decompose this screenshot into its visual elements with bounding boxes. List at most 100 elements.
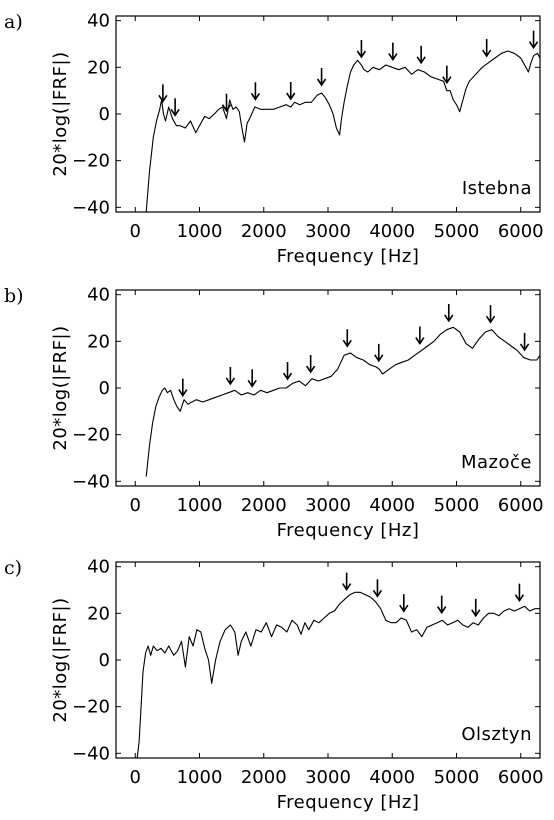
arrow-head [305, 365, 316, 374]
y-tick-label: −40 [72, 743, 110, 764]
y-axis-label: 20*log(|FRF|) [50, 325, 71, 450]
arrow-head [342, 339, 352, 348]
down-arrow-icon [374, 343, 384, 363]
chart-panel-2: b) 0 1000 2000 3000 4000 5000 6000 −40 −20 0 20 40 Fr… [4, 285, 544, 541]
arrow-head [437, 606, 447, 615]
chart-panel-3: c) 0 1000 2000 3000 4000 5000 6000 −40 −20 0 20 40 Fr… [4, 557, 544, 813]
x-tick-label: 3000 [305, 767, 351, 788]
site-label: Olsztyn [461, 724, 532, 745]
panel-letter: a) [4, 11, 23, 33]
x-axis-label: Frequency [Hz] [277, 520, 420, 541]
x-tick-label: 6000 [498, 495, 544, 516]
arrow-head [170, 108, 180, 117]
arrow-head [444, 314, 454, 323]
down-arrow-icon [250, 82, 261, 101]
x-tick-label: 3000 [305, 495, 351, 516]
x-tick-label: 5000 [434, 221, 480, 242]
down-arrow-icon [372, 579, 383, 598]
down-arrow-icon [416, 45, 426, 65]
down-arrow-icon [528, 30, 539, 50]
y-tick-label: 0 [99, 378, 110, 399]
down-arrow-icon [286, 82, 296, 101]
x-tick-label: 6000 [498, 221, 544, 242]
arrow-head [286, 92, 296, 101]
x-tick-label: 2000 [241, 767, 287, 788]
x-tick-label: 5000 [434, 495, 480, 516]
down-arrow-icon [437, 595, 447, 615]
x-tick-label: 4000 [369, 767, 415, 788]
down-arrow-icon [342, 329, 352, 348]
x-tick-label: 2000 [241, 495, 287, 516]
data-series-line [145, 50, 540, 212]
x-tick-label: 0 [130, 495, 141, 516]
down-arrow-icon [221, 93, 232, 113]
arrow-head [514, 594, 525, 603]
down-arrow-icon [178, 378, 188, 397]
down-arrow-icon [158, 84, 168, 103]
arrow-head [415, 337, 425, 346]
arrow-head [282, 372, 293, 381]
arrow-head [482, 49, 492, 58]
y-tick-label: −40 [72, 471, 110, 492]
arrow-head [471, 609, 481, 618]
arrow-head [247, 379, 257, 388]
down-arrow-icon [399, 594, 409, 613]
y-tick-label: 0 [99, 104, 110, 125]
panel-letter: b) [4, 285, 24, 307]
down-arrow-icon [519, 332, 530, 352]
y-axis-label: 20*log(|FRF|) [50, 51, 71, 176]
arrow-head [528, 41, 539, 50]
down-arrow-icon [316, 68, 327, 87]
arrow-head [519, 343, 530, 352]
y-tick-label: 20 [87, 603, 110, 624]
down-arrow-icon [247, 369, 257, 388]
arrow-head [374, 354, 384, 363]
down-arrow-icon [170, 98, 180, 117]
data-series-line [136, 591, 540, 758]
down-arrow-icon [282, 362, 293, 381]
down-arrow-icon [442, 65, 452, 85]
x-tick-label: 3000 [305, 221, 351, 242]
arrow-head [158, 94, 168, 103]
arrow-head [485, 315, 496, 324]
arrow-head [356, 50, 367, 59]
arrow-head [416, 56, 426, 65]
x-axis-label: Frequency [Hz] [277, 792, 420, 813]
arrow-head [388, 53, 398, 62]
y-tick-label: 40 [87, 285, 110, 306]
arrow-head [316, 78, 327, 87]
y-axis-label: 20*log(|FRF|) [50, 597, 71, 722]
arrow-head [221, 104, 232, 113]
arrow-head [399, 604, 409, 613]
x-tick-label: 2000 [241, 221, 287, 242]
down-arrow-icon [514, 583, 525, 603]
panel-letter: c) [4, 557, 22, 579]
site-label: Istebna [462, 178, 532, 199]
chart-panel-1: a) 0 1000 2000 3000 4000 5000 6000 −40 −20 0 20 40 Fr… [4, 11, 544, 267]
down-arrow-icon [415, 326, 425, 346]
x-tick-label: 1000 [177, 495, 223, 516]
down-arrow-icon [485, 305, 496, 324]
x-tick-label: 5000 [434, 767, 480, 788]
arrow-head [250, 92, 261, 101]
y-tick-label: −20 [72, 425, 110, 446]
x-tick-label: 4000 [369, 495, 415, 516]
down-arrow-icon [225, 366, 236, 386]
down-arrow-icon [388, 42, 398, 62]
x-tick-label: 6000 [498, 767, 544, 788]
arrow-head [341, 583, 352, 592]
y-tick-label: −20 [72, 151, 110, 172]
arrow-head [178, 389, 188, 397]
down-arrow-icon [482, 39, 492, 58]
x-tick-label: 4000 [369, 221, 415, 242]
x-tick-label: 1000 [177, 221, 223, 242]
x-tick-label: 1000 [177, 767, 223, 788]
x-axis-label: Frequency [Hz] [277, 246, 420, 267]
y-tick-label: −20 [72, 697, 110, 718]
site-label: Mazoče [461, 452, 532, 473]
x-tick-label: 0 [130, 767, 141, 788]
down-arrow-icon [341, 572, 352, 592]
y-tick-label: 20 [87, 57, 110, 78]
down-arrow-icon [305, 355, 316, 374]
